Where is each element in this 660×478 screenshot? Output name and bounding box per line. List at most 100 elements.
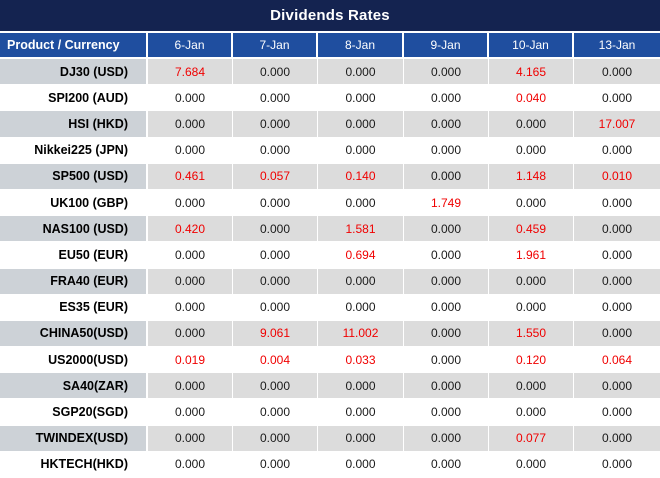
value-cell: 0.077 (489, 425, 574, 452)
value-cell: 0.000 (148, 373, 233, 400)
table-row: HSI (HKD) 0.000 0.000 0.000 0.000 0.000 17.007 (0, 111, 660, 138)
value-cell: 0.000 (148, 85, 233, 112)
table-row: SA40(ZAR) 0.000 0.000 0.000 0.000 0.000 0.000 (0, 373, 660, 400)
table-row: EU50 (EUR) 0.000 0.000 0.694 0.000 1.961 0.000 (0, 242, 660, 269)
table-row: FRA40 (EUR) 0.000 0.000 0.000 0.000 0.000 0.00… (0, 268, 660, 295)
value-cell: 0.000 (404, 451, 489, 478)
value-cell: 0.000 (148, 425, 233, 452)
value-cell: 0.000 (489, 294, 574, 321)
value-cell: 0.000 (574, 268, 660, 295)
value-cell: 1.148 (489, 163, 574, 190)
value-cell: 0.000 (318, 425, 404, 452)
product-cell: US2000(USD) (0, 347, 148, 374)
value-cell: 0.000 (574, 189, 660, 217)
value-cell: 0.000 (233, 85, 318, 112)
value-cell: 0.000 (318, 451, 404, 478)
product-cell: SP500 (USD) (0, 163, 148, 190)
value-cell: 0.000 (233, 373, 318, 400)
value-cell: 0.000 (489, 268, 574, 295)
value-cell: 0.000 (404, 59, 489, 86)
product-cell: ES35 (EUR) (0, 294, 148, 321)
table-row: CHINA50(USD) 0.000 9.061 11.002 0.000 1.550 0.… (0, 320, 660, 348)
product-cell: Nikkei225 (JPN) (0, 137, 148, 164)
product-cell: FRA40 (EUR) (0, 268, 148, 295)
product-cell: HSI (HKD) (0, 111, 148, 138)
column-header-date: 9-Jan (404, 33, 489, 59)
value-cell: 0.000 (148, 399, 233, 426)
value-cell: 0.004 (233, 347, 318, 374)
value-cell: 9.061 (233, 320, 318, 348)
value-cell: 0.000 (404, 85, 489, 112)
value-cell: 0.000 (318, 373, 404, 400)
value-cell: 0.010 (574, 163, 660, 190)
column-header-date: 13-Jan (574, 33, 660, 59)
value-cell: 0.000 (233, 189, 318, 217)
value-cell: 0.000 (404, 163, 489, 190)
value-cell: 0.000 (574, 425, 660, 452)
table-row: SP500 (USD) 0.461 0.057 0.140 0.000 1.148 0.01… (0, 163, 660, 190)
table-row: SGP20(SGD) 0.000 0.000 0.000 0.000 0.000 0.000 (0, 399, 660, 426)
value-cell: 0.000 (574, 373, 660, 400)
value-cell: 0.000 (574, 451, 660, 478)
value-cell: 0.000 (489, 373, 574, 400)
product-cell: SA40(ZAR) (0, 373, 148, 400)
value-cell: 0.000 (318, 85, 404, 112)
value-cell: 0.000 (574, 59, 660, 86)
value-cell: 0.040 (489, 85, 574, 112)
value-cell: 0.000 (318, 111, 404, 138)
value-cell: 0.000 (233, 294, 318, 321)
value-cell: 0.461 (148, 163, 233, 190)
value-cell: 0.000 (404, 425, 489, 452)
value-cell: 0.000 (148, 242, 233, 269)
value-cell: 0.000 (148, 294, 233, 321)
title-bar: Dividends Rates (0, 0, 660, 33)
value-cell: 0.000 (318, 189, 404, 217)
value-cell: 0.000 (233, 216, 318, 243)
product-cell: TWINDEX(USD) (0, 425, 148, 452)
value-cell: 0.019 (148, 347, 233, 374)
table-row: UK100 (GBP) 0.000 0.000 0.000 1.749 0.000 0.00… (0, 189, 660, 217)
value-cell: 0.000 (148, 451, 233, 478)
product-cell: NAS100 (USD) (0, 216, 148, 243)
value-cell: 0.000 (574, 216, 660, 243)
value-cell: 0.057 (233, 163, 318, 190)
value-cell: 0.000 (404, 111, 489, 138)
column-header-date: 8-Jan (318, 33, 404, 59)
value-cell: 0.000 (404, 347, 489, 374)
value-cell: 4.165 (489, 59, 574, 86)
value-cell: 0.000 (318, 399, 404, 426)
value-cell: 0.120 (489, 347, 574, 374)
value-cell: 1.581 (318, 216, 404, 243)
product-cell: CHINA50(USD) (0, 320, 148, 348)
value-cell: 0.000 (233, 399, 318, 426)
value-cell: 0.000 (404, 268, 489, 295)
value-cell: 0.000 (489, 399, 574, 426)
value-cell: 0.000 (148, 320, 233, 348)
column-header-date: 6-Jan (148, 33, 233, 59)
value-cell: 0.000 (233, 137, 318, 164)
value-cell: 0.000 (404, 373, 489, 400)
value-cell: 0.000 (574, 242, 660, 269)
value-cell: 0.000 (574, 137, 660, 164)
value-cell: 0.000 (318, 294, 404, 321)
value-cell: 7.684 (148, 59, 233, 86)
value-cell: 11.002 (318, 320, 404, 348)
product-cell: EU50 (EUR) (0, 242, 148, 269)
value-cell: 1.749 (404, 189, 489, 217)
value-cell: 1.961 (489, 242, 574, 269)
value-cell: 0.000 (318, 268, 404, 295)
table-row: US2000(USD) 0.019 0.004 0.033 0.000 0.120 0.06… (0, 347, 660, 374)
table-row: DJ30 (USD) 7.684 0.000 0.000 0.000 4.165 0.000 (0, 59, 660, 86)
value-cell: 0.694 (318, 242, 404, 269)
value-cell: 0.000 (489, 111, 574, 138)
product-cell: UK100 (GBP) (0, 189, 148, 217)
product-cell: SPI200 (AUD) (0, 85, 148, 112)
value-cell: 0.000 (404, 294, 489, 321)
value-cell: 1.550 (489, 320, 574, 348)
value-cell: 0.459 (489, 216, 574, 243)
table-header-row: Product / Currency 6-Jan 7-Jan 8-Jan 9-J… (0, 33, 660, 59)
value-cell: 0.000 (233, 111, 318, 138)
value-cell: 0.000 (404, 399, 489, 426)
table-row: NAS100 (USD) 0.420 0.000 1.581 0.000 0.459 0.0… (0, 216, 660, 243)
value-cell: 0.000 (233, 425, 318, 452)
